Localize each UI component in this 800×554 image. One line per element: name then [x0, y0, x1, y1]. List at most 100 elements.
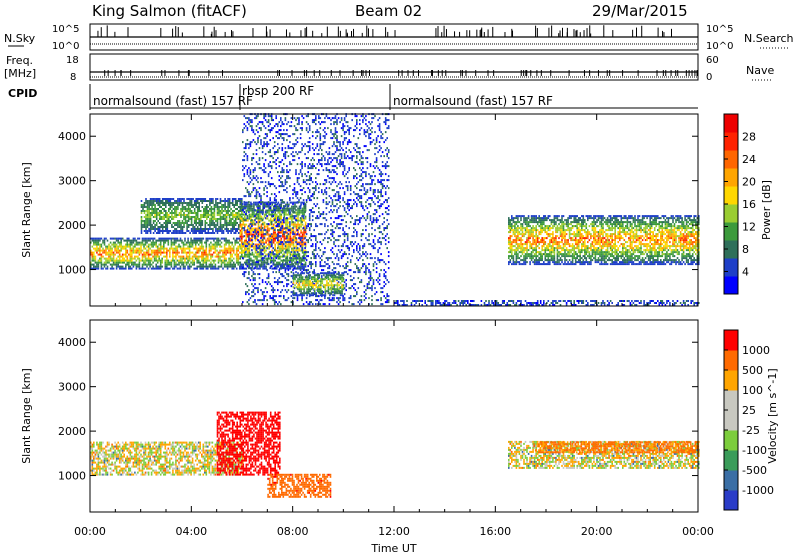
power-cell: [186, 198, 188, 200]
power-cell: [222, 206, 225, 208]
power-cell: [94, 237, 97, 240]
power-cell: [224, 222, 226, 224]
power-cell: [147, 243, 150, 246]
power-cell: [298, 209, 301, 212]
power-cell: [256, 211, 258, 214]
power-cell: [128, 265, 130, 268]
power-cell: [173, 247, 176, 250]
power-cell: [153, 237, 156, 240]
power-cell: [100, 257, 103, 260]
power-cell: [263, 243, 265, 246]
power-cell: [132, 239, 135, 242]
power-cell: [289, 163, 291, 166]
power-cell: [169, 253, 171, 256]
power-cell: [225, 224, 228, 226]
power-cell: [282, 221, 284, 224]
power-cell: [263, 227, 266, 230]
power-cell: [118, 259, 121, 262]
power-cell: [280, 241, 282, 244]
power-cell: [303, 243, 305, 246]
power-cell: [251, 159, 253, 162]
power-cell: [229, 251, 232, 254]
power-cell: [117, 261, 119, 264]
power-cell: [129, 257, 132, 260]
power-cell: [275, 267, 278, 270]
power-cell: [210, 255, 212, 258]
power-cell: [284, 251, 287, 254]
power-cell: [333, 267, 335, 270]
power-cell: [225, 228, 228, 230]
power-cell: [184, 261, 186, 264]
power-cell: [254, 255, 257, 258]
power-cell: [205, 265, 208, 268]
power-cell: [286, 181, 288, 184]
power-cell: [144, 255, 147, 258]
power-cell: [112, 253, 115, 256]
power-cell: [336, 139, 338, 142]
power-cell: [248, 237, 250, 240]
power-cell: [286, 253, 289, 256]
power-cell: [280, 249, 283, 252]
power-cell: [190, 265, 192, 268]
power-cell: [342, 243, 344, 246]
power-cell: [250, 225, 252, 228]
power-cell: [216, 245, 218, 248]
power-cell: [256, 257, 258, 260]
power-cell: [118, 261, 121, 264]
power-cell: [295, 267, 298, 270]
power-cell: [286, 283, 288, 286]
power-cell: [242, 249, 245, 252]
power-cell: [328, 187, 331, 190]
power-cell: [345, 203, 347, 206]
power-cell: [128, 239, 130, 242]
power-cell: [148, 206, 150, 208]
power-cell: [179, 261, 182, 264]
power-cell: [291, 265, 293, 268]
power-cell: [205, 247, 208, 250]
power-cell: [295, 209, 297, 212]
power-cell: [316, 173, 319, 176]
power-cell: [307, 303, 309, 306]
power-cell: [251, 163, 253, 166]
power-cell: [248, 167, 250, 170]
power-cell: [267, 119, 270, 122]
power-cell: [243, 115, 246, 118]
power-cell: [179, 237, 182, 240]
power-cell: [270, 167, 273, 170]
power-cell: [269, 131, 271, 134]
power-cell: [292, 221, 294, 224]
power-cell: [155, 239, 157, 242]
power-cell: [281, 211, 284, 214]
power-cell: [245, 229, 248, 232]
power-cell: [304, 231, 307, 234]
power-cell: [205, 249, 208, 252]
power-cell: [266, 209, 269, 212]
power-cell: [340, 163, 343, 166]
power-cell: [260, 225, 263, 228]
power-cell: [296, 243, 299, 246]
power-cell: [161, 239, 163, 242]
power-cell: [258, 205, 261, 208]
power-cell: [269, 149, 271, 152]
power-cell: [342, 149, 344, 152]
power-cell: [205, 237, 208, 240]
power-cell: [336, 135, 338, 138]
power-cell: [278, 269, 281, 272]
power-cell: [91, 239, 94, 242]
power-cell: [189, 232, 191, 234]
power-cell: [234, 216, 237, 218]
power-cell: [289, 263, 292, 266]
power-cell: [286, 241, 288, 244]
power-cell: [120, 249, 122, 252]
power-cell: [244, 267, 246, 270]
power-cell: [196, 214, 199, 216]
power-cell: [293, 287, 296, 290]
power-cell: [91, 255, 94, 258]
power-cell: [246, 139, 249, 142]
power-cell: [297, 209, 299, 212]
power-cell: [324, 297, 326, 300]
power-cell: [315, 245, 317, 248]
power-cell: [310, 233, 312, 236]
power-cell: [175, 214, 178, 216]
power-cell: [271, 253, 273, 256]
